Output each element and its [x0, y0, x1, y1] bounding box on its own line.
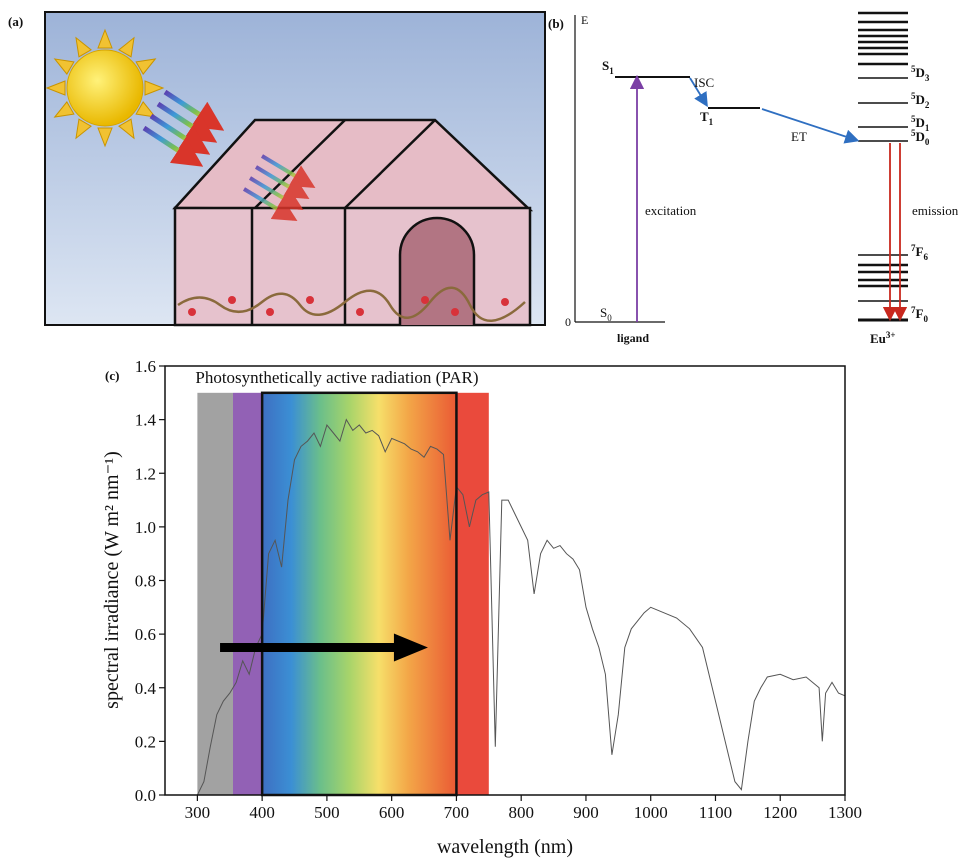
- x-tick-label: 600: [379, 803, 405, 822]
- y-tick-label: 1.4: [135, 411, 157, 430]
- panel-b: (b) E 0 ISC ET excitation emission ligan…: [548, 13, 959, 346]
- y-tick-label: 0.4: [135, 679, 157, 698]
- panel-label: (b): [548, 16, 564, 31]
- y-tick-label: 0.0: [135, 786, 156, 805]
- x-tick-label: 1000: [634, 803, 668, 822]
- panel-c: (c) wavelength (nm) spectral irradiance …: [101, 357, 862, 858]
- x-axis-label: wavelength (nm): [437, 836, 573, 858]
- level-label: 7F0: [911, 305, 928, 324]
- x-tick-label: 1300: [828, 803, 862, 822]
- label-part: D: [916, 65, 925, 80]
- label-part: D: [916, 115, 925, 130]
- y-tick-label: 1.2: [135, 464, 156, 483]
- label-part: S: [602, 58, 609, 73]
- level-label: T1: [700, 109, 714, 127]
- spectral-region: [456, 393, 488, 795]
- x-tick-label: 800: [508, 803, 534, 822]
- y-tick-label: 1.0: [135, 518, 156, 537]
- label-part: F: [916, 244, 924, 259]
- y-tick-label: 0.6: [135, 625, 156, 644]
- label-part: 3+: [886, 330, 896, 340]
- figure: (a) (b) E 0 ISC ET excitation emission l…: [0, 0, 962, 859]
- level-label: Eu3+: [870, 330, 896, 346]
- level-label: S0: [600, 305, 612, 323]
- label-part: 1: [609, 66, 614, 76]
- label-part: 0: [923, 314, 928, 324]
- label-part: 1: [925, 123, 930, 133]
- x-tick-label: 1200: [763, 803, 797, 822]
- spectral-region: [197, 393, 233, 795]
- y-tick-label: 1.6: [135, 357, 156, 376]
- level-label: 7F6: [911, 243, 928, 262]
- axis-label: E: [581, 13, 588, 27]
- process-label: excitation: [645, 203, 697, 218]
- panel-label: (a): [8, 14, 23, 29]
- label-part: 3: [925, 73, 930, 83]
- label-part: D: [916, 92, 925, 107]
- process-label: ET: [791, 129, 807, 144]
- spectral-region: [262, 393, 456, 795]
- spectral-region: [233, 393, 262, 795]
- y-tick-label: 0.8: [135, 572, 156, 591]
- level-label: S1: [602, 58, 614, 76]
- species-label: ligand: [617, 331, 649, 345]
- label-part: 6: [923, 252, 928, 262]
- label-part: Eu: [870, 331, 886, 346]
- x-tick-label: 900: [573, 803, 599, 822]
- panel-a: (a): [8, 12, 545, 325]
- x-tick-label: 400: [249, 803, 275, 822]
- label-part: S: [600, 305, 607, 320]
- label-part: 0: [925, 137, 930, 147]
- par-title: Photosynthetically active radiation (PAR…: [195, 368, 478, 387]
- process-label: emission: [912, 203, 959, 218]
- process-label: ISC: [694, 75, 714, 90]
- label-part: 0: [607, 313, 612, 323]
- label-part: D: [916, 129, 925, 144]
- label-part: F: [916, 306, 924, 321]
- level-label: 5D3: [911, 64, 930, 83]
- level-label: 5D2: [911, 91, 930, 110]
- label-part: 2: [925, 100, 930, 110]
- x-tick-label: 300: [185, 803, 211, 822]
- y-axis-label: spectral irradiance (W m² nm⁻¹): [101, 451, 123, 709]
- label-part: 1: [709, 117, 714, 127]
- x-tick-label: 700: [444, 803, 470, 822]
- x-tick-label: 1100: [699, 803, 732, 822]
- y-tick-label: 0.2: [135, 732, 156, 751]
- x-tick-label: 500: [314, 803, 340, 822]
- panel-label: (c): [105, 368, 119, 383]
- label-part: T: [700, 109, 709, 124]
- origin-label: 0: [565, 315, 571, 329]
